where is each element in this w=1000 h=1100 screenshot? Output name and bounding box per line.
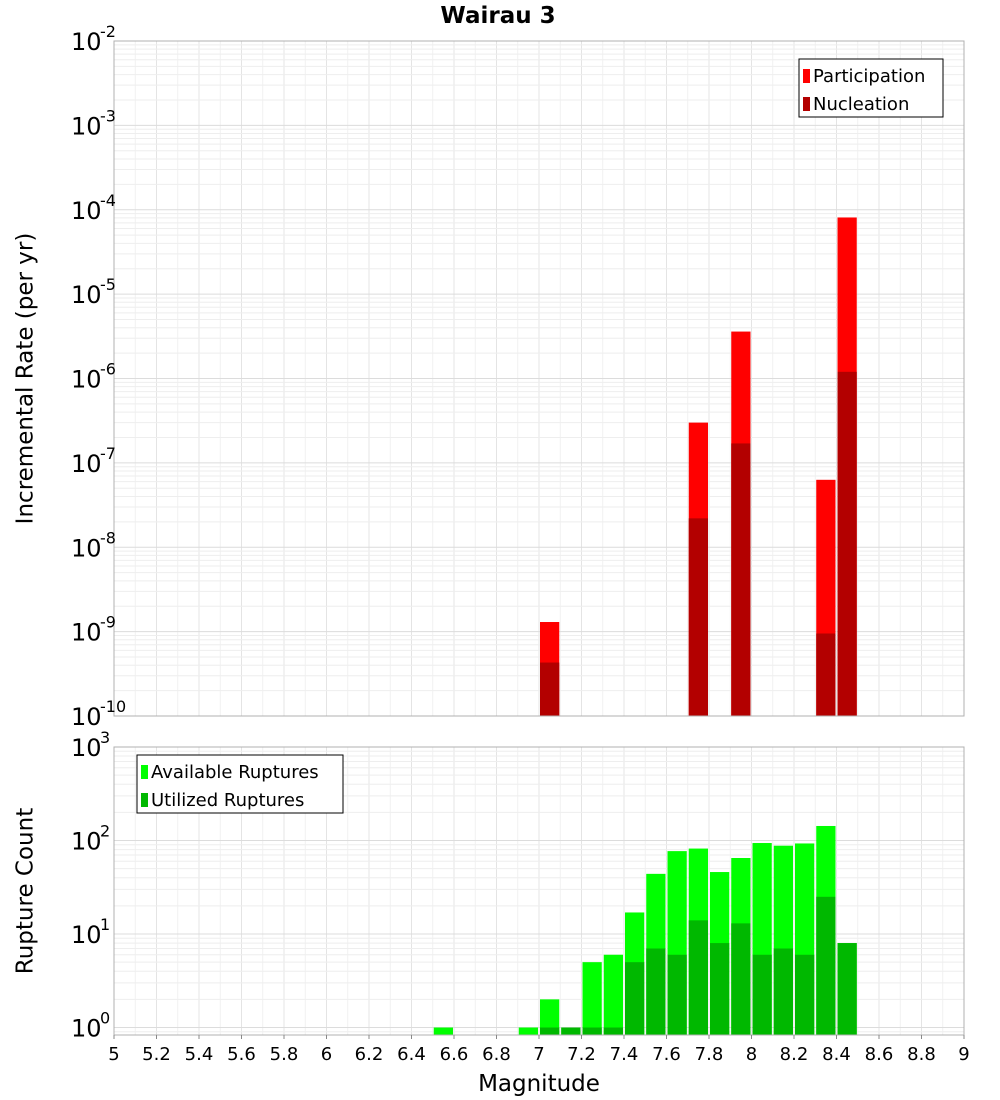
legend-entry: Nucleation — [813, 94, 909, 115]
legend-swatch — [803, 69, 810, 83]
count-y-axis-label: Rupture Count — [13, 808, 39, 974]
bar-nucleation — [540, 663, 559, 716]
y-tick-exponent: -10 — [100, 697, 126, 716]
bar-nucleation — [731, 443, 750, 716]
y-tick-label: 10 — [71, 366, 102, 394]
bar-utilized-ruptures — [838, 943, 857, 1035]
bar-available-ruptures — [434, 1028, 453, 1035]
bar-utilized-ruptures — [710, 943, 729, 1035]
count-legend: Available Ruptures Utilized Ruptures — [137, 755, 343, 813]
bar-utilized-ruptures — [561, 1028, 580, 1035]
y-tick-exponent: 0 — [100, 1009, 110, 1028]
bar-utilized-ruptures — [583, 1028, 602, 1035]
x-tick-label: 8.2 — [780, 1044, 809, 1065]
y-tick-exponent: 2 — [100, 822, 110, 841]
bar-utilized-ruptures — [795, 955, 814, 1035]
y-tick-exponent: 1 — [100, 915, 110, 934]
x-tick-label: 8.8 — [907, 1044, 936, 1065]
x-tick-label: 7.8 — [695, 1044, 724, 1065]
legend-entry: Participation — [813, 66, 925, 87]
y-tick-label: 10 — [71, 534, 102, 562]
x-tick-label: 7.6 — [652, 1044, 681, 1065]
x-tick-label: 6.8 — [482, 1044, 511, 1065]
rate-grid — [114, 41, 964, 716]
y-tick-exponent: -9 — [100, 613, 116, 632]
bar-utilized-ruptures — [625, 962, 644, 1035]
x-tick-label: 6.4 — [397, 1044, 426, 1065]
bar-utilized-ruptures — [753, 955, 772, 1035]
bar-utilized-ruptures — [604, 1028, 623, 1035]
x-tick-label: 5 — [108, 1044, 119, 1065]
x-tick-label: 5.8 — [270, 1044, 299, 1065]
y-tick-exponent: -2 — [100, 22, 116, 41]
y-tick-label: 10 — [71, 1015, 102, 1043]
bar-nucleation — [689, 518, 708, 716]
legend-swatch — [141, 793, 148, 807]
bar-utilized-ruptures — [646, 948, 665, 1035]
rate-y-axis-label: Incremental Rate (per yr) — [13, 233, 39, 525]
bar-nucleation — [838, 372, 857, 716]
bar-utilized-ruptures — [540, 1028, 559, 1035]
bar-utilized-ruptures — [816, 897, 835, 1035]
y-tick-label: 10 — [71, 734, 102, 762]
chart-title: Wairau 3 — [440, 3, 555, 29]
legend-entry: Utilized Ruptures — [151, 790, 304, 811]
bar-utilized-ruptures — [668, 955, 687, 1035]
x-tick-label: 7.2 — [567, 1044, 596, 1065]
x-tick-label: 5.4 — [185, 1044, 214, 1065]
x-tick-label: 6 — [321, 1044, 332, 1065]
y-tick-label: 10 — [71, 828, 102, 856]
y-tick-label: 10 — [71, 112, 102, 140]
bar-utilized-ruptures — [774, 948, 793, 1035]
x-ticks: 5 5.2 5.4 5.6 5.8 6 6.2 6.4 6.6 6.8 7 7.2 7.4 7.6 7.8 8… — [108, 1035, 969, 1065]
y-tick-label: 10 — [71, 450, 102, 478]
y-tick-exponent: -6 — [100, 360, 116, 379]
y-tick-exponent: 3 — [100, 728, 110, 747]
x-tick-label: 6.2 — [355, 1044, 384, 1065]
x-tick-label: 5.2 — [142, 1044, 171, 1065]
rate-legend: Participation Nucleation — [799, 59, 943, 117]
legend-swatch — [803, 97, 810, 111]
x-tick-label: 7 — [533, 1044, 544, 1065]
y-tick-label: 10 — [71, 921, 102, 949]
y-tick-label: 10 — [71, 28, 102, 56]
legend-swatch — [141, 765, 148, 779]
x-tick-label: 8.6 — [865, 1044, 894, 1065]
x-tick-label: 8.4 — [822, 1044, 851, 1065]
bar-available-ruptures — [583, 962, 602, 1035]
y-tick-exponent: -3 — [100, 106, 116, 125]
legend-entry: Available Ruptures — [151, 762, 319, 783]
bar-nucleation — [816, 634, 835, 716]
x-tick-label: 6.6 — [440, 1044, 469, 1065]
y-tick-label: 10 — [71, 619, 102, 647]
y-tick-exponent: -7 — [100, 444, 116, 463]
y-tick-label: 10 — [71, 281, 102, 309]
x-axis-label: Magnitude — [478, 1071, 600, 1097]
y-tick-exponent: -4 — [100, 191, 116, 210]
x-tick-label: 9 — [958, 1044, 969, 1065]
y-tick-label: 10 — [71, 703, 102, 731]
y-tick-label: 10 — [71, 197, 102, 225]
x-tick-label: 7.4 — [610, 1044, 639, 1065]
x-tick-label: 8 — [746, 1044, 757, 1065]
bar-available-ruptures — [519, 1028, 538, 1035]
bar-utilized-ruptures — [689, 920, 708, 1035]
x-tick-label: 5.6 — [227, 1044, 256, 1065]
y-tick-exponent: -5 — [100, 275, 116, 294]
y-tick-exponent: -8 — [100, 528, 116, 547]
bar-available-ruptures — [604, 955, 623, 1035]
bar-utilized-ruptures — [731, 923, 750, 1035]
